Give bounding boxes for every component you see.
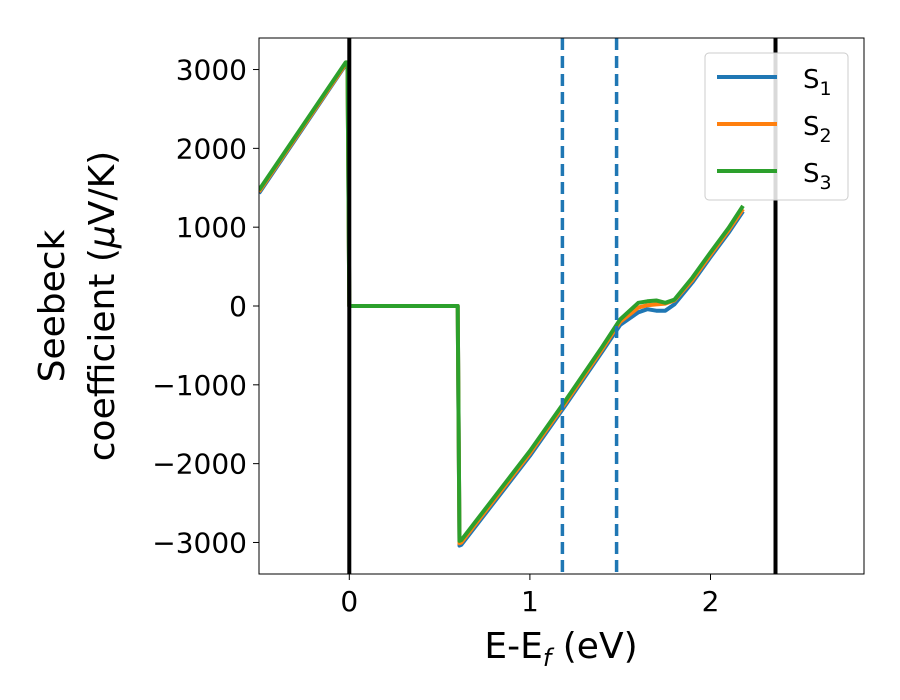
y-tick-label: −2000	[152, 448, 247, 481]
y-axis-label-line2-text: coefficient (	[82, 248, 123, 461]
legend-label-s1: S1	[803, 65, 832, 100]
x-tick-label: 1	[521, 585, 539, 618]
axis-ticks: 0 1 2 −3000 −2000 −1000 0 1000 2000 3000	[152, 54, 719, 618]
y-tick-label: −1000	[152, 369, 247, 402]
series-line-s1	[259, 62, 745, 548]
legend: S1 S2 S3	[704, 52, 849, 201]
legend-label-s2: S2	[803, 112, 832, 147]
y-tick-label: 2000	[176, 132, 247, 165]
x-tick-label: 0	[340, 585, 358, 618]
y-axis-label: Seebeck coefficient (μV/K)	[32, 151, 123, 461]
legend-box	[704, 52, 849, 201]
x-axis-label-unit: (eV)	[551, 626, 637, 667]
y-tick-label: 3000	[176, 54, 247, 87]
x-axis-label-main: E-E	[484, 626, 542, 667]
x-tick-label: 2	[702, 585, 720, 618]
y-tick-label: 1000	[176, 211, 247, 244]
x-axis-label: E-Ef (eV)	[484, 626, 637, 672]
series-line-s2	[259, 62, 745, 546]
series-line-s3	[259, 60, 745, 543]
y-tick-label: 0	[229, 290, 247, 323]
legend-label-s3: S3	[803, 159, 832, 194]
y-axis-label-line2-unit: V/K)	[82, 151, 123, 225]
y-axis-label-mu: μ	[82, 225, 123, 249]
plot-area	[259, 38, 778, 574]
y-axis-label-line2: coefficient (μV/K)	[82, 151, 123, 461]
y-tick-label: −3000	[152, 526, 247, 559]
y-axis-label-line1: Seebeck	[32, 229, 73, 382]
